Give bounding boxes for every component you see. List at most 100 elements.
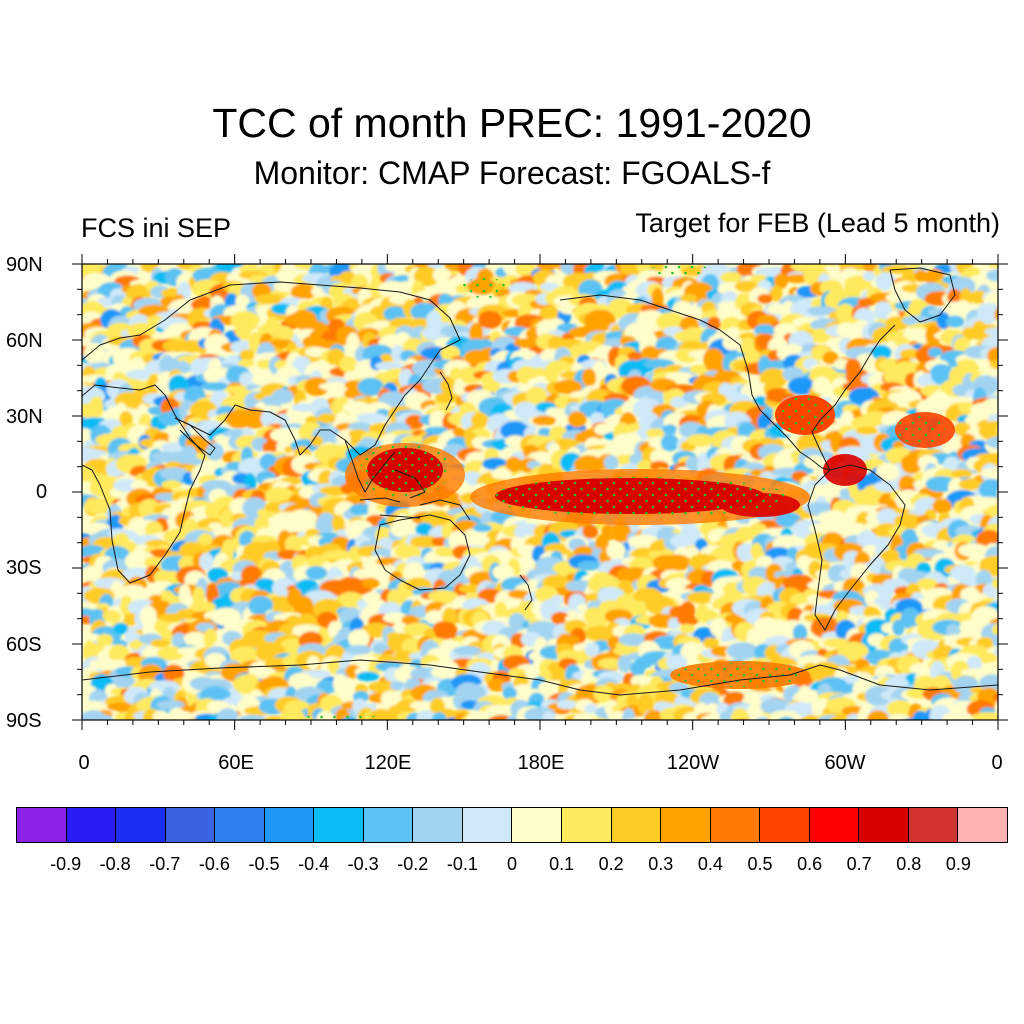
colorbar-swatch <box>215 808 265 842</box>
field-patch <box>556 699 578 710</box>
field-patch <box>669 533 692 548</box>
field-patch <box>686 433 715 447</box>
field-patch <box>161 480 182 489</box>
field-patch <box>304 376 329 397</box>
field-patch <box>837 641 869 662</box>
field-patch <box>812 376 831 395</box>
field-patch <box>997 490 998 498</box>
field-patch <box>737 719 748 720</box>
field-patch <box>262 441 277 454</box>
field-patch <box>123 613 139 626</box>
south-america-coast <box>807 464 906 631</box>
field-patch <box>986 269 998 282</box>
field-patch <box>130 479 148 491</box>
field-patch <box>310 435 323 447</box>
colorbar-swatch <box>17 808 67 842</box>
field-patch <box>339 356 358 373</box>
field-patch <box>855 426 879 435</box>
field-patch <box>806 306 837 316</box>
field-patch <box>435 392 460 404</box>
field-patch <box>873 480 906 492</box>
field-patch <box>887 713 911 720</box>
field-patch <box>239 371 256 388</box>
field-patch <box>736 543 756 562</box>
field-patch <box>707 316 722 330</box>
field-patch <box>594 423 613 436</box>
field-patch <box>239 714 267 720</box>
field-patch <box>235 294 250 309</box>
field-patch <box>352 568 385 581</box>
field-patch <box>581 368 597 387</box>
field-patch <box>183 631 208 645</box>
colorbar-label: 0.9 <box>945 854 971 874</box>
field-patch <box>987 346 998 365</box>
field-patch <box>614 302 629 318</box>
field-patch <box>345 644 372 656</box>
field-patch <box>858 672 872 683</box>
field-patch <box>211 607 242 626</box>
field-patch <box>220 509 235 528</box>
colorbar-label: 0 <box>506 854 517 874</box>
field-patch <box>952 300 972 317</box>
field-patch <box>770 285 783 302</box>
colorbar-label: -0.2 <box>397 854 429 874</box>
lat-label-60s: 60S <box>6 634 42 656</box>
colorbar-swatch <box>66 808 117 842</box>
colorbar-swatch <box>116 808 166 842</box>
colorbar-label: 0.1 <box>549 854 575 874</box>
field-patch <box>871 344 892 360</box>
field-patch <box>555 719 560 720</box>
field-patch <box>992 633 998 649</box>
colorbar-swatch <box>363 808 414 842</box>
field-patch <box>936 311 951 329</box>
field-patch <box>597 657 624 670</box>
field-patch <box>453 645 482 656</box>
field-patch <box>346 332 360 354</box>
field-patch <box>994 307 998 323</box>
field-patch <box>293 595 314 617</box>
field-patch <box>998 381 1010 403</box>
colorbar-label: 0.4 <box>697 854 723 874</box>
colorbar-label: -0.4 <box>298 854 330 874</box>
field-patch <box>769 710 800 720</box>
field-patch <box>686 591 717 604</box>
field-patch <box>925 324 942 347</box>
field-patch <box>256 720 268 728</box>
field-patch <box>369 708 394 720</box>
field-patch <box>157 613 186 622</box>
field-patch <box>979 674 998 692</box>
colorbar-swatch <box>760 808 810 842</box>
lon-label-60e: 60E <box>218 752 254 774</box>
antarctica-coast <box>82 659 998 696</box>
colorbar <box>16 807 1008 843</box>
lon-label-120e: 120E <box>364 752 412 774</box>
field-patch <box>637 693 655 716</box>
plot-title: TCC of month PREC: 1991-2020 <box>212 100 812 146</box>
field-patch <box>339 608 352 626</box>
field-patch <box>284 427 304 443</box>
field-patch <box>778 716 795 720</box>
field-patch <box>317 413 336 424</box>
field-patch <box>593 684 614 703</box>
field-patch <box>773 323 798 337</box>
field-patch <box>248 331 261 353</box>
field-patch <box>178 583 191 605</box>
map-frame <box>72 254 1008 730</box>
field-patch <box>796 555 812 572</box>
field-patch <box>651 287 664 309</box>
field-patch <box>590 608 609 629</box>
maritime-continent-islands <box>359 469 471 521</box>
field-patch <box>404 414 425 430</box>
field-patch <box>102 610 121 623</box>
field-patch <box>322 550 353 560</box>
field-patch <box>573 455 604 475</box>
field-patch <box>980 467 998 479</box>
field-patch <box>432 712 447 720</box>
field-patch <box>394 650 414 663</box>
field-patch <box>914 269 928 282</box>
field-patch <box>991 623 998 637</box>
field-patch <box>734 280 758 293</box>
field-patch <box>290 283 316 300</box>
field-patch <box>964 623 983 635</box>
field-patch <box>305 566 328 580</box>
